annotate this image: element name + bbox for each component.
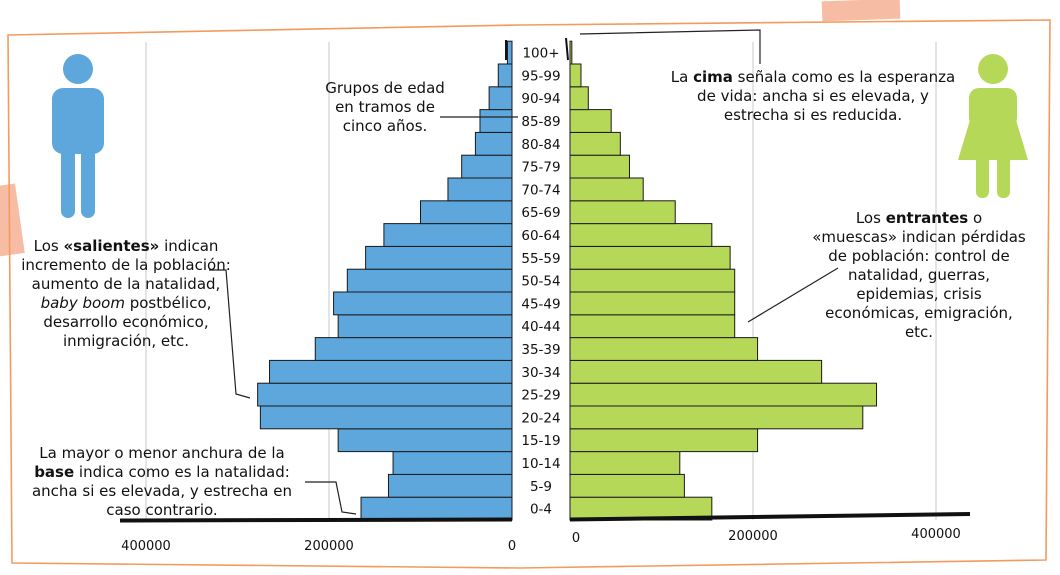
age-labels: 0-4 5-9 10-14 15-19 20-24 25-29 30-34 35-39 40-4…: [521, 46, 560, 518]
bar-female-40-44: [569, 314, 736, 339]
age-label-75-79: 75-79: [521, 160, 560, 176]
tape-left: [0, 183, 25, 257]
age-label-30-34: 30-34: [521, 365, 560, 381]
bar-female-30-34: [569, 359, 823, 384]
age-label-70-74: 70-74: [521, 182, 560, 198]
bar-male-30-34: [269, 359, 513, 384]
tick-left-400000: 400000: [121, 539, 171, 554]
bar-male-40-44: [337, 314, 513, 339]
age-label-80-84: 80-84: [521, 137, 560, 153]
tick-labels: 400000 200000 0 0 200000 400000: [121, 527, 961, 554]
age-label-5-9: 5-9: [530, 479, 552, 495]
annotation-entrantes: Los entrantes o «muescas» indican pérdid…: [812, 209, 1026, 341]
tick-left-200000: 200000: [304, 539, 354, 554]
age-label-100+: 100+: [522, 46, 559, 62]
age-label-35-39: 35-39: [521, 342, 560, 358]
bar-female-60-64: [569, 223, 713, 247]
bar-male-70-74: [447, 177, 513, 202]
leader-entrantes: [747, 267, 839, 323]
bar-male-0-4: [360, 496, 513, 521]
bar-male-60-64: [383, 223, 513, 247]
bar-male-35-39: [314, 337, 513, 361]
bar-male-15-19: [337, 428, 513, 453]
age-label-60-64: 60-64: [521, 228, 560, 244]
axis-line-right: [569, 512, 971, 522]
frame-border: [7, 19, 1051, 569]
bars: [257, 40, 878, 521]
bar-female-70-74: [569, 177, 644, 202]
tick-right-400000: 400000: [911, 527, 961, 542]
leader-base: [305, 481, 357, 515]
age-label-50-54: 50-54: [521, 274, 560, 290]
bar-male-95-99: [497, 63, 513, 88]
bar-male-10-14: [392, 451, 513, 475]
bar-female-55-59: [569, 245, 731, 270]
age-label-40-44: 40-44: [521, 319, 560, 335]
bar-female-35-39: [569, 337, 759, 361]
x-axis: [119, 37, 971, 523]
bar-male-80-84: [474, 131, 513, 156]
bar-female-5-9: [569, 473, 685, 498]
age-label-55-59: 55-59: [521, 251, 560, 267]
bar-female-75-79: [569, 154, 630, 179]
bar-male-90-94: [488, 86, 513, 111]
bar-male-45-49: [333, 291, 513, 316]
leader-salientes: [209, 269, 251, 399]
annotation-age-groups: Grupos de edad en tramos de cinco años.: [325, 79, 445, 135]
man-icon: [52, 54, 104, 218]
bar-male-25-29: [257, 382, 513, 407]
bar-female-80-84: [569, 131, 621, 156]
bar-female-65-69: [569, 200, 676, 225]
bar-male-20-24: [259, 405, 513, 430]
bar-female-85-89: [569, 109, 612, 133]
tick-left-0: 0: [508, 539, 516, 554]
tick-right-200000: 200000: [728, 529, 778, 544]
annotation-base: La mayor o menor anchura de la base indi…: [31, 444, 292, 519]
axis-line-left: [119, 517, 513, 523]
age-label-90-94: 90-94: [521, 91, 560, 107]
bar-female-10-14: [569, 451, 681, 475]
age-label-0-4: 0-4: [530, 502, 552, 518]
tape-top-right: [821, 0, 901, 22]
leader-lines: [209, 29, 839, 515]
bar-female-95-99: [569, 63, 582, 88]
bar-male-50-54: [346, 268, 513, 293]
annotation-salientes: Los «salientes» indican incremento de la…: [21, 237, 231, 350]
bar-male-100+: [506, 40, 513, 65]
annotation-cima: La cima señala como es la esperanza de v…: [670, 68, 956, 124]
tick-right-0: 0: [572, 531, 580, 546]
bar-female-25-29: [569, 382, 878, 407]
bar-female-90-94: [569, 86, 589, 111]
age-label-25-29: 25-29: [521, 388, 560, 404]
bar-female-20-24: [569, 405, 864, 430]
leader-cima: [579, 29, 761, 64]
bar-female-15-19: [569, 428, 759, 453]
age-label-95-99: 95-99: [521, 68, 560, 84]
bar-male-85-89: [479, 109, 513, 133]
age-label-10-14: 10-14: [521, 456, 560, 472]
bar-male-55-59: [365, 245, 513, 270]
age-label-65-69: 65-69: [521, 205, 560, 221]
bar-female-100+: [569, 40, 573, 65]
bar-male-65-69: [420, 200, 513, 225]
age-label-20-24: 20-24: [521, 410, 560, 426]
bar-male-75-79: [461, 154, 513, 179]
top-mark-right: [565, 37, 569, 61]
woman-icon: [958, 54, 1028, 198]
bar-male-5-9: [387, 473, 513, 498]
age-label-85-89: 85-89: [521, 114, 560, 130]
age-label-15-19: 15-19: [521, 433, 560, 449]
bar-female-45-49: [569, 291, 736, 316]
bar-female-50-54: [569, 268, 736, 293]
age-label-45-49: 45-49: [521, 296, 560, 312]
